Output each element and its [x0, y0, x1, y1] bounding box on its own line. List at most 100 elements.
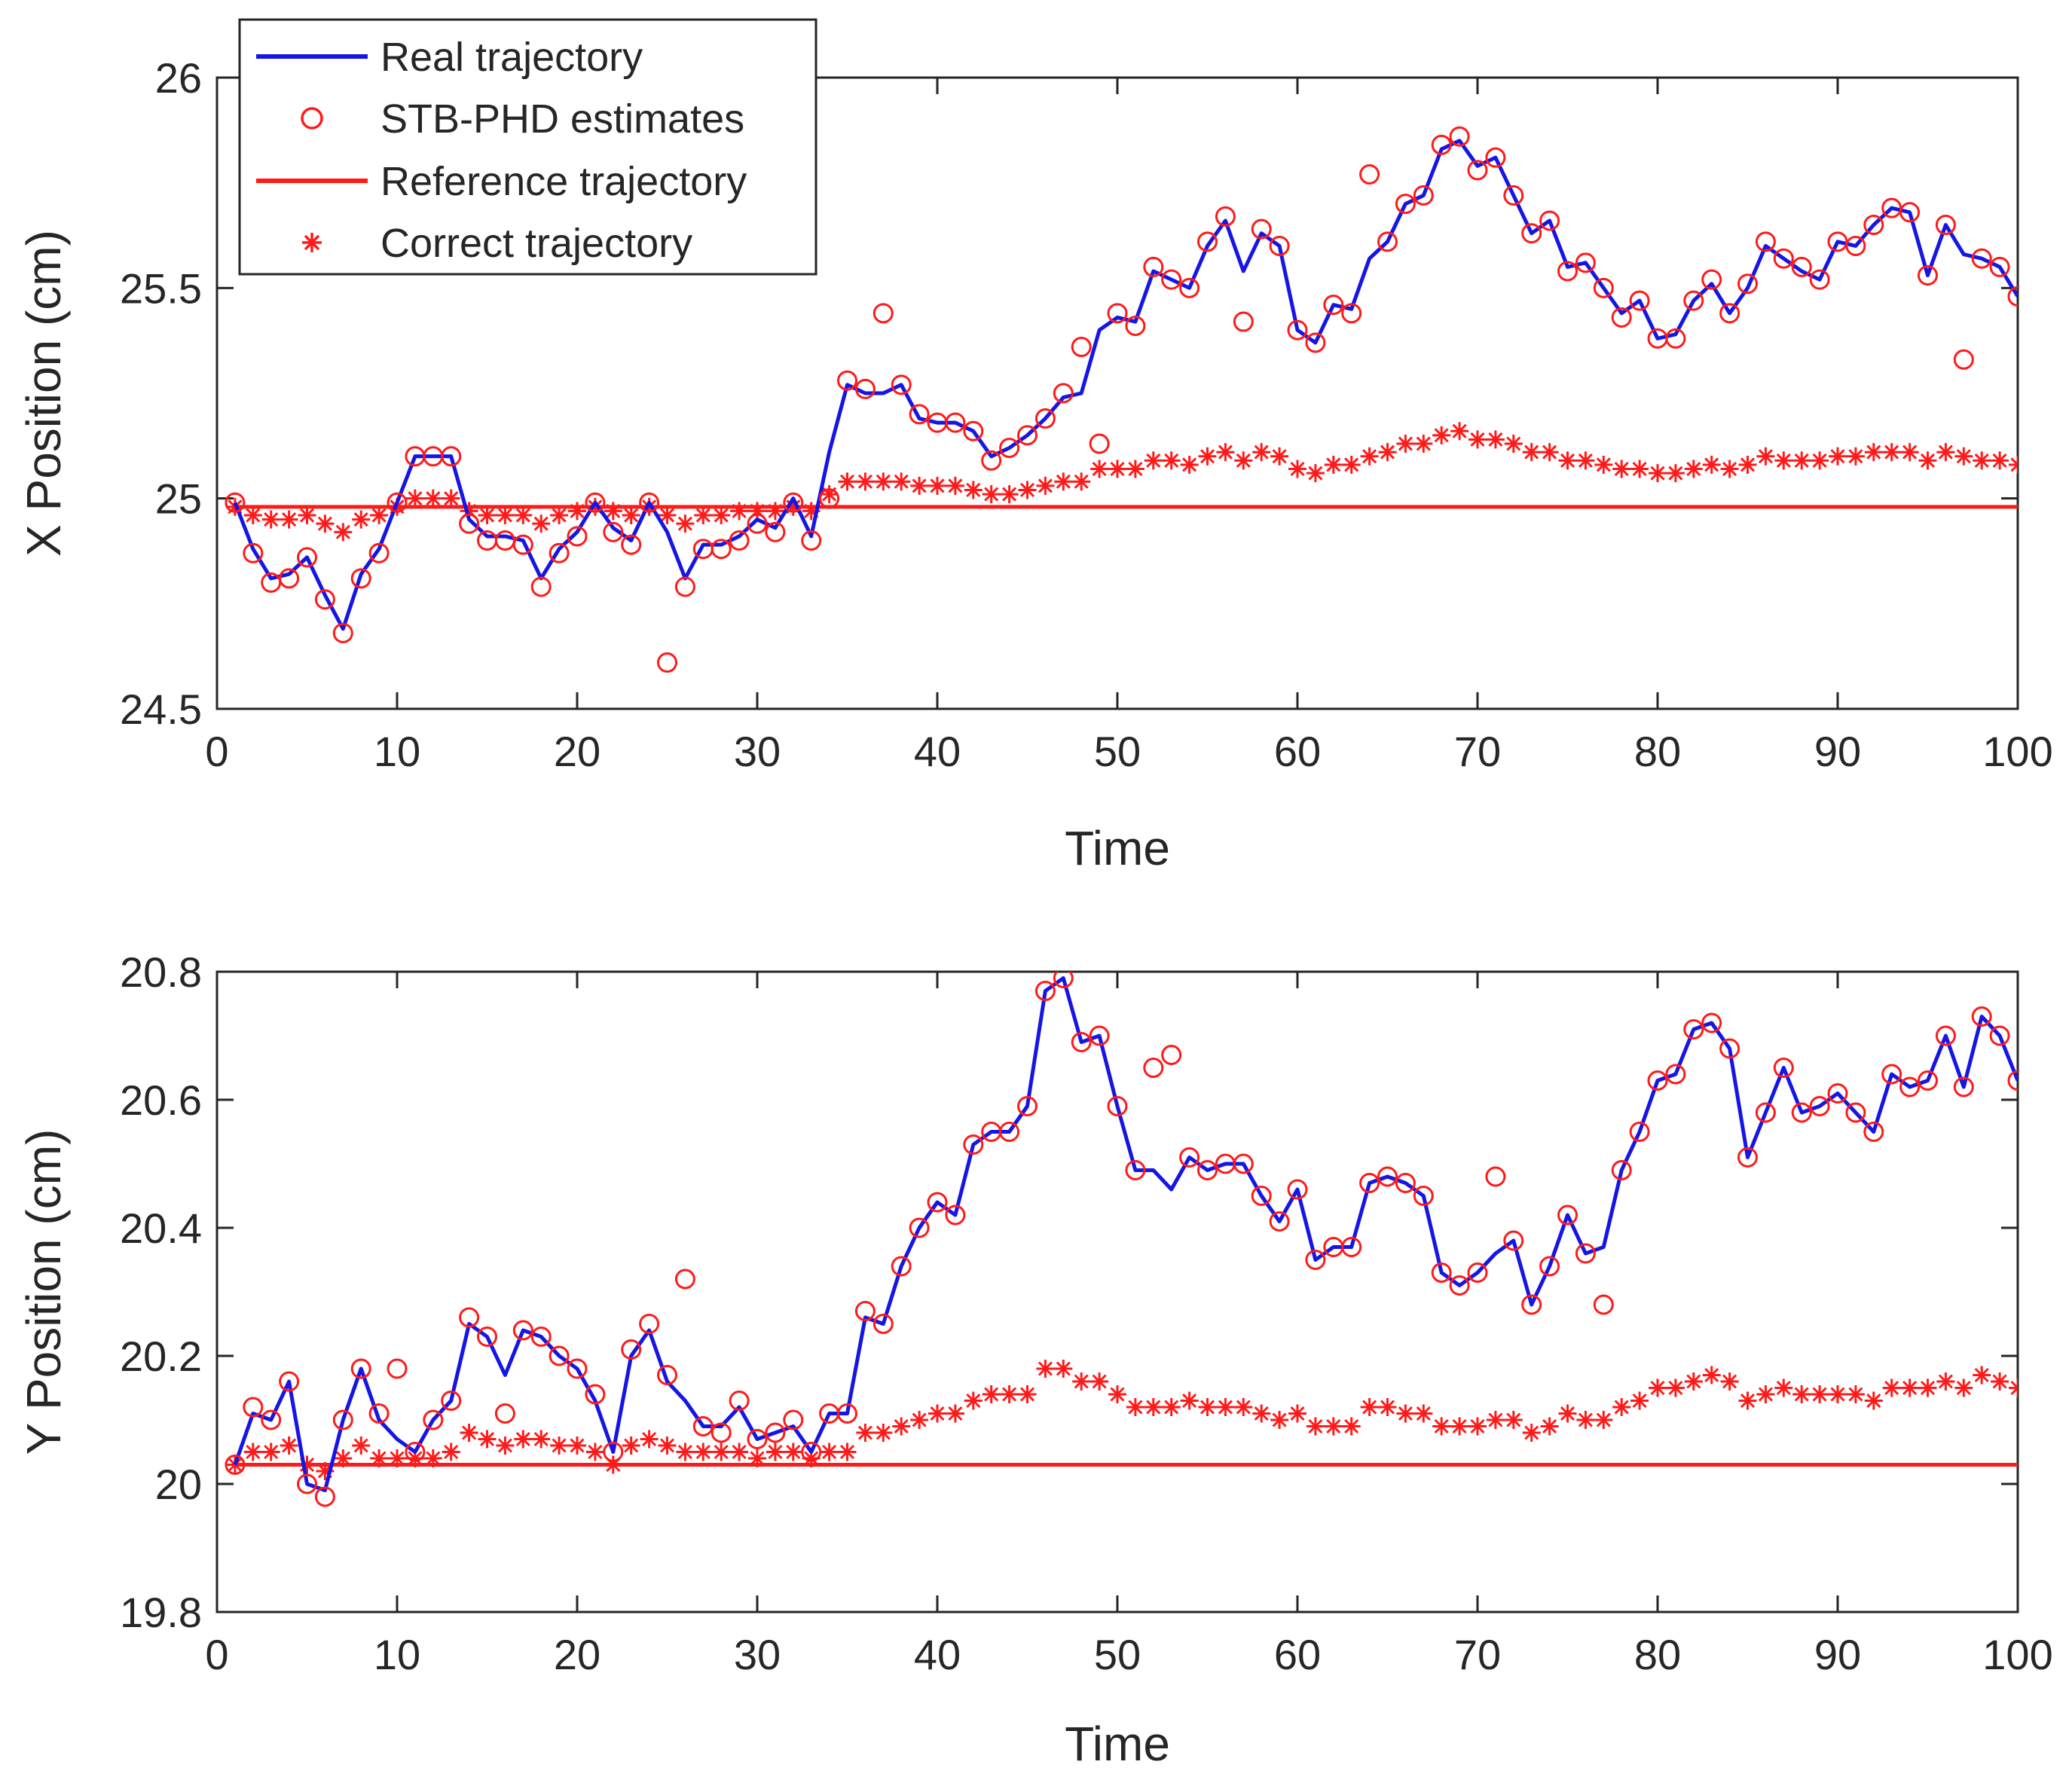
correct-point	[1252, 443, 1271, 462]
correct-point	[280, 1436, 298, 1455]
correct-point	[514, 506, 533, 525]
estimate-point	[1341, 1237, 1362, 1257]
correct-point	[730, 502, 749, 521]
estimate-point	[837, 370, 857, 391]
estimate-point	[1269, 235, 1290, 256]
correct-point	[442, 1443, 460, 1461]
correct-point	[1594, 455, 1613, 474]
estimate-point	[1359, 163, 1380, 185]
estimate-point	[1575, 252, 1596, 273]
correct-point	[1811, 451, 1829, 470]
correct-point	[1486, 430, 1505, 449]
estimate-point	[1503, 185, 1524, 206]
correct-point	[1612, 459, 1631, 478]
estimate-point	[1179, 1147, 1200, 1168]
correct-point	[1234, 451, 1253, 470]
correct-point	[838, 472, 857, 491]
correct-point	[1829, 447, 1847, 466]
estimate-point	[243, 1397, 264, 1418]
estimate-point	[1449, 1275, 1470, 1296]
estimate-point	[1143, 256, 1164, 277]
estimate-point	[1918, 1070, 1938, 1091]
correct-point	[1666, 464, 1685, 483]
estimate-point	[1701, 269, 1722, 290]
x-tick-label: 10	[374, 728, 420, 775]
estimate-point	[1863, 1122, 1884, 1142]
series-group	[225, 972, 2018, 1507]
estimate-point	[512, 1320, 533, 1341]
correct-point	[982, 485, 1001, 504]
estimate-point	[1485, 1166, 1506, 1187]
estimate-point	[1539, 210, 1560, 231]
correct-point	[243, 506, 262, 525]
estimate-point	[1143, 1058, 1164, 1078]
estimate-point	[567, 526, 588, 547]
estimate-point	[1431, 134, 1452, 155]
correct-point	[1108, 459, 1126, 478]
estimate-point	[657, 1365, 677, 1385]
correct-point	[1846, 447, 1865, 466]
correct-point	[1540, 443, 1559, 462]
estimate-point	[927, 1192, 948, 1213]
estimate-point	[297, 547, 317, 568]
estimate-point	[1989, 1025, 2010, 1046]
estimate-point	[1305, 332, 1326, 353]
estimate-point	[1539, 1256, 1560, 1277]
correct-point	[1774, 451, 1793, 470]
x-tick-label: 40	[914, 1631, 961, 1678]
correct-point	[1900, 443, 1919, 462]
correct-point	[352, 1436, 371, 1455]
correct-point	[1450, 1417, 1469, 1436]
estimate-point	[297, 1473, 317, 1494]
correct-point	[334, 1449, 353, 1467]
estimate-point	[1413, 1186, 1434, 1206]
correct-point	[423, 489, 442, 508]
x-tick-label: 80	[1634, 1631, 1681, 1678]
correct-point	[1630, 459, 1649, 478]
correct-point	[1846, 1385, 1865, 1403]
correct-point	[298, 506, 316, 525]
correct-point	[280, 510, 298, 529]
correct-point	[1072, 1372, 1091, 1391]
y-tick-label: 20.6	[120, 1076, 202, 1124]
estimate-point	[1845, 1102, 1866, 1123]
estimate-point	[621, 1339, 642, 1360]
estimate-point	[1089, 433, 1110, 454]
correct-point	[1180, 455, 1199, 474]
y-tick-label: 24.5	[120, 685, 202, 733]
estimate-point	[1197, 1160, 1218, 1180]
correct-point	[1973, 1366, 1991, 1385]
correct-point	[1522, 1424, 1541, 1442]
estimate-point	[585, 492, 606, 513]
correct-point	[1180, 1391, 1199, 1410]
y-tick-label: 25	[155, 475, 202, 523]
correct-point	[1684, 459, 1703, 478]
legend-item-real: Real trajectory	[256, 35, 643, 80]
correct-point	[874, 1424, 893, 1442]
estimate-point	[1179, 277, 1200, 298]
estimate-point	[1719, 303, 1740, 324]
correct-point	[568, 1436, 586, 1455]
series-group	[225, 126, 2018, 673]
estimate-point	[1521, 1294, 1542, 1315]
estimate-point	[1107, 303, 1128, 324]
estimate-point	[1305, 1250, 1326, 1270]
estimate-point	[1629, 1122, 1650, 1142]
y-tick-label: 19.8	[120, 1589, 202, 1636]
estimate-point	[1071, 337, 1092, 358]
correct-point	[658, 506, 677, 525]
correct-point	[1558, 451, 1577, 470]
series-line-real-trajectory	[233, 139, 2018, 631]
x-position-plot: 24.5 25 25.5 26 0 10 20 30 40 50 60 70 80 90 100 Time…	[17, 18, 2053, 875]
estimate-point	[1377, 1166, 1398, 1187]
estimate-point	[1863, 215, 1884, 236]
estimate-point	[1161, 269, 1182, 290]
correct-point	[640, 1430, 659, 1449]
correct-point	[1468, 430, 1487, 449]
estimate-point	[1251, 218, 1272, 240]
estimate-point	[1503, 1230, 1524, 1251]
estimate-point	[1575, 1243, 1596, 1264]
estimate-point	[1287, 319, 1308, 340]
correct-point	[1342, 1417, 1361, 1436]
estimate-point	[314, 589, 335, 610]
